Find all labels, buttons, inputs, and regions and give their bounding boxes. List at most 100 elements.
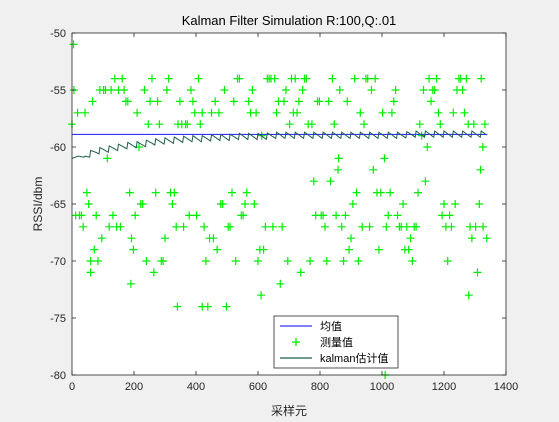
measurement-point bbox=[479, 222, 488, 231]
measurement-point bbox=[149, 268, 158, 277]
measurement-point bbox=[354, 257, 363, 265]
y-tick-label: -80 bbox=[50, 370, 66, 382]
measurement-point bbox=[209, 234, 218, 243]
measurement-point bbox=[73, 108, 82, 117]
measurement-point bbox=[196, 120, 205, 129]
measurement-point bbox=[434, 108, 443, 117]
measurement-point bbox=[471, 222, 480, 231]
measurement-point bbox=[107, 86, 116, 94]
measurement-point bbox=[322, 257, 331, 265]
measurement-point bbox=[306, 257, 315, 265]
measurement-point bbox=[451, 200, 460, 208]
measurement-point bbox=[350, 74, 359, 83]
measurement-point bbox=[252, 108, 261, 117]
measurement-point bbox=[384, 211, 393, 220]
x-tick-label: 800 bbox=[311, 381, 329, 393]
measurement-point bbox=[365, 222, 374, 231]
measurement-point bbox=[242, 188, 251, 197]
measurement-point bbox=[389, 97, 398, 106]
measurement-point bbox=[144, 120, 153, 129]
measurement-point bbox=[84, 200, 93, 208]
measurement-point bbox=[179, 222, 188, 231]
measurement-point bbox=[280, 97, 288, 106]
measurement-point bbox=[358, 222, 367, 231]
measurement-point bbox=[272, 108, 281, 117]
measurement-point bbox=[108, 211, 117, 220]
measurement-point bbox=[464, 291, 473, 300]
measurement-point bbox=[371, 74, 380, 83]
measurement-point bbox=[467, 234, 476, 243]
measurement-point bbox=[118, 74, 127, 83]
measurement-point bbox=[476, 165, 485, 174]
measurement-point bbox=[110, 74, 119, 83]
measurement-point bbox=[326, 177, 335, 186]
measurement-point bbox=[482, 234, 491, 243]
measurement-point bbox=[339, 257, 348, 265]
measurement-point bbox=[214, 108, 223, 117]
measurement-point bbox=[155, 120, 164, 129]
measurement-point bbox=[213, 245, 222, 254]
measurement-point bbox=[335, 86, 344, 94]
measurement-point bbox=[88, 97, 97, 106]
measurement-point bbox=[257, 291, 266, 300]
measurement-point bbox=[391, 86, 400, 94]
measurement-point bbox=[445, 211, 454, 220]
measurement-point bbox=[185, 211, 194, 220]
measurement-point bbox=[430, 86, 439, 94]
measurement-series bbox=[68, 40, 491, 379]
measurement-point bbox=[291, 74, 300, 83]
measurement-point bbox=[126, 279, 135, 288]
measurement-point bbox=[276, 279, 285, 288]
measurement-point bbox=[201, 257, 210, 265]
y-tick-label: -50 bbox=[50, 28, 66, 40]
measurement-point bbox=[103, 154, 112, 163]
measurement-point bbox=[151, 188, 160, 197]
measurement-point bbox=[123, 97, 132, 106]
y-tick-label: -75 bbox=[50, 313, 66, 325]
measurement-point bbox=[443, 257, 452, 265]
measurement-point bbox=[261, 222, 270, 231]
measurement-point bbox=[421, 177, 430, 186]
measurement-point bbox=[414, 188, 422, 197]
measurement-point bbox=[198, 302, 207, 311]
measurement-point bbox=[343, 97, 352, 106]
measurement-point bbox=[69, 40, 78, 49]
measurement-point bbox=[226, 222, 235, 231]
x-tick-label: 400 bbox=[187, 381, 205, 393]
measurement-point bbox=[131, 211, 140, 220]
measurement-point bbox=[406, 234, 415, 243]
measurement-point bbox=[480, 120, 489, 129]
chart-title: Kalman Filter Simulation R:100,Q:.01 bbox=[182, 13, 397, 28]
measurement-point bbox=[449, 108, 458, 117]
measurement-point bbox=[341, 211, 350, 220]
measurement-point bbox=[127, 234, 136, 243]
measurement-point bbox=[285, 120, 294, 129]
measurement-point bbox=[218, 200, 227, 208]
measurement-point bbox=[148, 74, 156, 83]
measurement-point bbox=[473, 268, 482, 277]
measurement-point bbox=[393, 211, 402, 220]
measurement-point bbox=[198, 108, 207, 117]
measurement-point bbox=[77, 211, 86, 220]
measurement-point bbox=[478, 143, 487, 151]
y-tick-label: -55 bbox=[50, 85, 66, 97]
x-tick-label: 200 bbox=[125, 381, 143, 393]
measurement-point bbox=[334, 154, 343, 163]
measurement-point bbox=[192, 211, 201, 220]
measurement-point bbox=[235, 74, 244, 83]
measurement-point bbox=[278, 222, 287, 231]
measurement-point bbox=[250, 200, 259, 208]
x-tick-label: 0 bbox=[69, 381, 75, 393]
y-tick-label: -70 bbox=[50, 256, 66, 268]
measurement-point bbox=[268, 222, 277, 231]
measurement-point bbox=[337, 222, 346, 231]
measurement-point bbox=[321, 222, 329, 231]
measurement-point bbox=[229, 97, 238, 106]
measurement-point bbox=[298, 86, 307, 94]
measurement-point bbox=[82, 188, 91, 197]
chart-marks bbox=[68, 40, 491, 379]
measurement-point bbox=[241, 200, 249, 208]
measurement-point bbox=[175, 97, 184, 106]
measurement-point bbox=[356, 108, 365, 117]
